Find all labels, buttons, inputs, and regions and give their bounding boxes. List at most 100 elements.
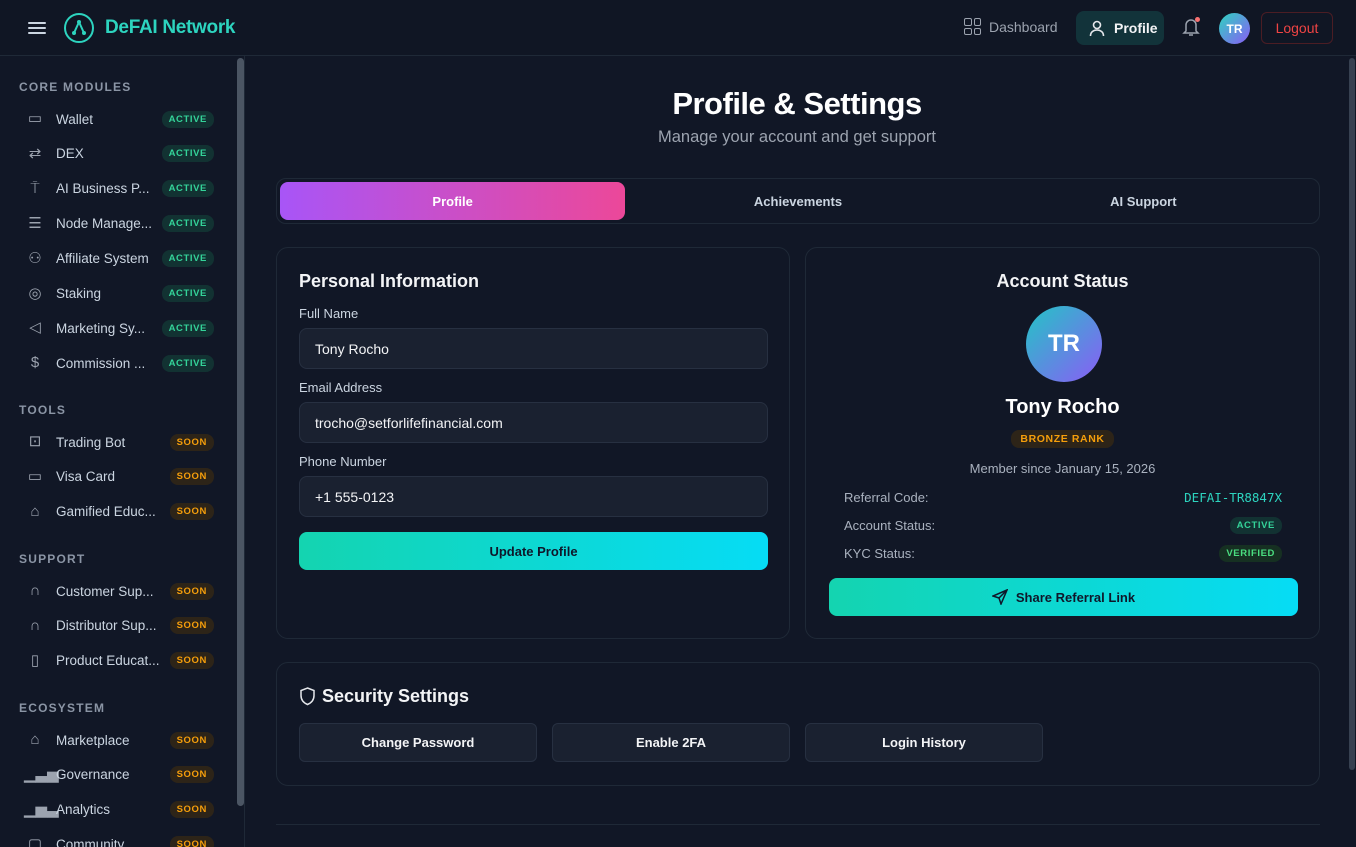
- sidebar-item-label: Product Educat...: [56, 653, 160, 669]
- share-referral-link-button[interactable]: Share Referral Link: [829, 578, 1298, 616]
- sidebar-item-community[interactable]: ▢ Community SOON: [24, 830, 214, 847]
- sidebar-item-label: Community: [56, 837, 125, 847]
- status-badge: ACTIVE: [161, 250, 214, 268]
- antenna-icon: ⍑: [30, 179, 40, 197]
- sidebar-item-customer-sup[interactable]: ∩ Customer Sup... SOON: [24, 576, 214, 606]
- shield-icon: [300, 687, 315, 706]
- sidebar-item-label: Visa Card: [56, 469, 116, 485]
- user-avatar[interactable]: TR: [1219, 13, 1250, 44]
- store-icon: ⌂: [30, 731, 40, 748]
- sidebar-section-title: TOOLS: [19, 403, 67, 417]
- sidebar-item-label: Marketplace: [56, 732, 130, 748]
- sidebar-item-dex[interactable]: ⇄ DEX ACTIVE: [24, 139, 214, 169]
- coins-icon: ◎: [28, 284, 42, 302]
- status-badge: SOON: [169, 433, 214, 451]
- wallet-icon: ▭: [27, 110, 43, 127]
- tab-profile[interactable]: Profile: [280, 182, 626, 220]
- sidebar-item-node-manage[interactable]: ☰ Node Manage... ACTIVE: [24, 209, 214, 239]
- sidebar-item-label: Wallet: [56, 111, 94, 127]
- nav-profile[interactable]: Profile: [1076, 11, 1164, 45]
- full-name-label: Full Name: [299, 306, 359, 321]
- graduation-cap-icon: ⌂: [30, 502, 40, 520]
- brand-name[interactable]: DeFAI Network: [105, 17, 236, 38]
- sidebar-item-product-educat[interactable]: ▯ Product Educat... SOON: [24, 646, 214, 676]
- sidebar-item-label: Marketing Sy...: [56, 320, 146, 336]
- account-name: Tony Rocho: [1005, 396, 1120, 418]
- referral-code-label: Referral Code:: [844, 490, 929, 505]
- book-icon: ▯: [30, 651, 40, 669]
- sidebar-item-label: Affiliate System: [56, 251, 149, 267]
- sidebar-item-label: AI Business P...: [56, 181, 150, 197]
- sidebar-item-label: Trading Bot: [56, 434, 126, 450]
- sidebar-item-staking[interactable]: ◎ Staking ACTIVE: [24, 279, 214, 309]
- account-status-label: Account Status:: [844, 518, 936, 533]
- server-icon: ☰: [28, 214, 42, 232]
- page-title: Profile & Settings: [672, 86, 922, 121]
- nav-profile-label: Profile: [1114, 20, 1158, 36]
- status-badge: SOON: [169, 652, 214, 670]
- login-history-button[interactable]: Login History: [805, 723, 1043, 762]
- user-icon: [1089, 20, 1105, 37]
- change-password-button[interactable]: Change Password: [299, 723, 537, 762]
- sidebar-scrollbar[interactable]: [237, 58, 244, 806]
- security-settings-card: Security Settings Change Password Enable…: [276, 662, 1320, 786]
- sidebar-item-marketplace[interactable]: ⌂ Marketplace SOON: [24, 725, 214, 755]
- users-icon: ⚇: [28, 249, 42, 267]
- full-name-input[interactable]: [299, 328, 768, 369]
- bar-chart-icon: ▁▅▃: [24, 800, 59, 818]
- notification-bell-icon[interactable]: [1182, 17, 1200, 37]
- sidebar-item-trading-bot[interactable]: ⊡ Trading Bot SOON: [24, 427, 214, 457]
- status-badge: SOON: [169, 503, 214, 521]
- logout-button[interactable]: Logout: [1261, 12, 1333, 44]
- sidebar-item-label: Commission ...: [56, 355, 146, 371]
- sidebar-item-affiliate-system[interactable]: ⚇ Affiliate System ACTIVE: [24, 244, 214, 274]
- sidebar-item-wallet[interactable]: ▭ Wallet ACTIVE: [24, 104, 214, 134]
- update-profile-button[interactable]: Update Profile: [299, 532, 768, 570]
- email-input[interactable]: [299, 402, 768, 443]
- sidebar-item-marketing-sy[interactable]: ◁ Marketing Sy... ACTIVE: [24, 313, 214, 343]
- sidebar-item-ai-business-p[interactable]: ⍑ AI Business P... ACTIVE: [24, 174, 214, 204]
- main-scrollbar[interactable]: [1349, 58, 1355, 770]
- status-badge: ACTIVE: [161, 145, 214, 163]
- sidebar-section-title: SUPPORT: [19, 552, 86, 566]
- chat-icon: ▢: [27, 835, 43, 847]
- enable-2fa-button[interactable]: Enable 2FA: [552, 723, 790, 762]
- status-badge: SOON: [169, 617, 214, 635]
- status-badge: ACTIVE: [161, 110, 214, 128]
- status-badge: ACTIVE: [161, 180, 214, 198]
- hamburger-menu-icon[interactable]: [28, 19, 46, 35]
- bar-chart-icon: ▁▃▅: [24, 765, 59, 783]
- kyc-status-label: KYC Status:: [844, 546, 915, 561]
- page-subtitle: Manage your account and get support: [658, 128, 936, 146]
- status-badge: SOON: [169, 766, 214, 784]
- tab-achievements[interactable]: Achievements: [753, 193, 843, 209]
- logo-icon: [64, 13, 94, 43]
- dashboard-grid-icon: [964, 18, 981, 35]
- dollar-icon: $: [30, 354, 40, 372]
- phone-input[interactable]: [299, 476, 768, 517]
- status-badge: SOON: [169, 801, 214, 819]
- sidebar-item-label: Staking: [56, 286, 102, 301]
- status-badge: ACTIVE: [161, 354, 214, 372]
- headphones-icon: ∩: [29, 582, 41, 599]
- nav-dashboard[interactable]: Dashboard: [964, 18, 1058, 35]
- sidebar: CORE MODULES ▭ Wallet ACTIVE ⇄ DEX ACTIVE ⍑ AI B…: [0, 56, 245, 847]
- rank-badge: BRONZE RANK: [1011, 430, 1114, 448]
- sidebar-item-commission[interactable]: $ Commission ... ACTIVE: [24, 348, 214, 378]
- sidebar-item-gamified-educ[interactable]: ⌂ Gamified Educ... SOON: [24, 497, 214, 527]
- sidebar-section-title: ECOSYSTEM: [19, 701, 106, 715]
- sidebar-item-analytics[interactable]: ▁▅▃ Analytics SOON: [24, 795, 214, 825]
- sidebar-item-governance[interactable]: ▁▃▅ Governance SOON: [24, 760, 214, 790]
- sidebar-item-label: Gamified Educ...: [56, 504, 156, 520]
- status-badge: SOON: [169, 582, 214, 600]
- sidebar-item-visa-card[interactable]: ▭ Visa Card SOON: [24, 462, 214, 492]
- account-status-badge: ACTIVE: [1229, 517, 1282, 534]
- sidebar-item-distributor-sup[interactable]: ∩ Distributor Sup... SOON: [24, 611, 214, 641]
- status-badge: SOON: [169, 468, 214, 486]
- referral-code: DEFAI-TR8847X: [1184, 490, 1282, 505]
- sidebar-item-label: Governance: [56, 767, 130, 783]
- nav-dashboard-label: Dashboard: [989, 18, 1058, 35]
- megaphone-icon: ◁: [29, 319, 41, 337]
- headphones-icon: ∩: [29, 616, 41, 634]
- tab-ai-support[interactable]: AI Support: [1110, 193, 1177, 209]
